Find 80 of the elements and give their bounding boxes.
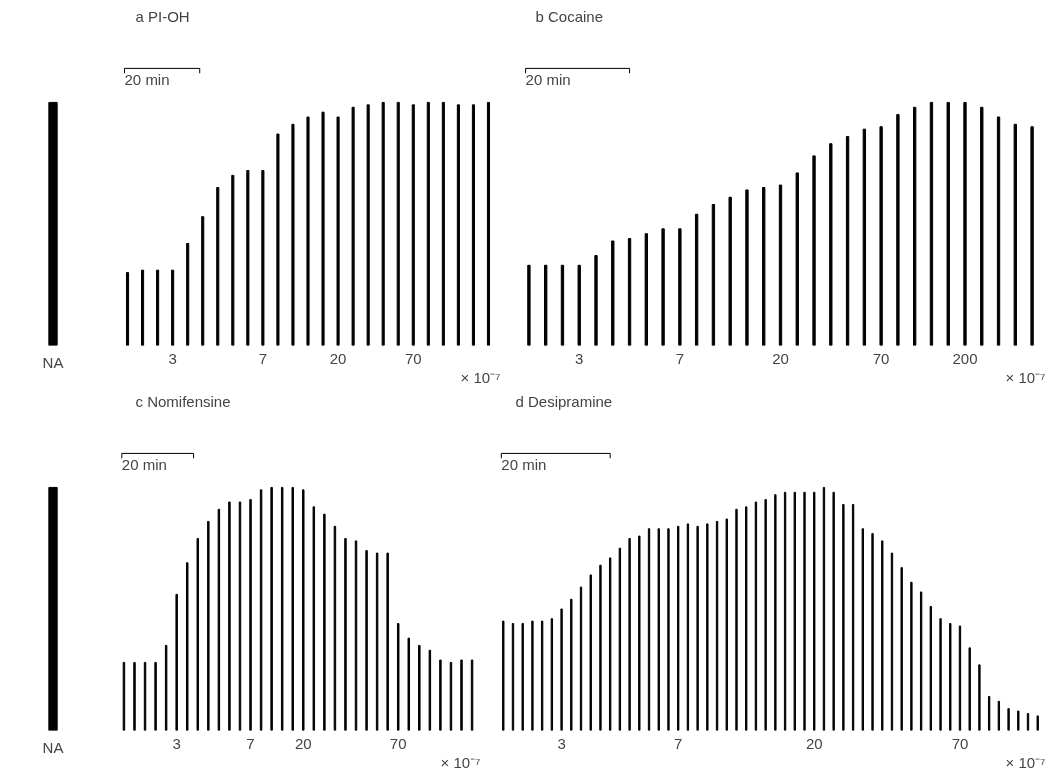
bar <box>441 101 445 346</box>
x-tick-label: 20 <box>805 734 823 752</box>
bar <box>156 269 160 346</box>
bar <box>594 255 598 346</box>
x-tick-label: 20 <box>329 349 347 367</box>
bar <box>351 106 355 346</box>
bar <box>778 184 783 346</box>
text: 20 min <box>501 455 547 473</box>
bar <box>125 272 130 346</box>
bar <box>471 104 475 346</box>
bar <box>336 116 340 346</box>
bar <box>141 269 145 346</box>
bar <box>661 228 665 346</box>
bar <box>186 242 190 346</box>
x-tick-label: 70 <box>872 349 890 367</box>
bar <box>246 169 250 346</box>
bar <box>996 116 1001 346</box>
bar <box>728 196 732 346</box>
x-axis-title: × 10⁻⁷ <box>1005 368 1046 386</box>
x-tick-label: NA <box>42 353 64 371</box>
x-tick-label: 70 <box>404 349 422 367</box>
x-tick-label: 7 <box>258 349 268 367</box>
bar <box>366 104 370 346</box>
bar <box>291 123 295 346</box>
bar <box>261 169 265 346</box>
bar <box>201 216 205 346</box>
x-tick-label: 70 <box>389 734 407 752</box>
chart-title: a PI-OH <box>135 7 190 25</box>
bar <box>486 101 491 346</box>
x-tick-label: 20 <box>772 349 789 367</box>
text: 20 min <box>121 455 167 473</box>
x-tick-label: 7 <box>246 734 255 752</box>
bar <box>381 101 385 346</box>
bar <box>321 111 325 346</box>
bar <box>276 133 280 346</box>
x-tick-label: 20 <box>294 734 312 752</box>
x-axis-title: × 10⁻⁷ <box>440 753 481 771</box>
x-tick-label: 3 <box>575 349 584 367</box>
bar <box>829 143 833 346</box>
bar <box>527 264 531 346</box>
bar <box>644 233 648 346</box>
bar <box>812 155 816 346</box>
bar <box>745 189 749 346</box>
bar <box>171 269 175 346</box>
x-tick-label: 3 <box>557 734 566 752</box>
x-tick-label: NA <box>42 738 64 756</box>
chart-title: b Cocaine <box>535 7 604 25</box>
x-tick-label: 7 <box>675 349 685 367</box>
bar <box>426 101 430 346</box>
bar <box>946 101 950 346</box>
bar <box>896 114 900 346</box>
bar <box>1030 126 1034 346</box>
bar <box>1013 123 1017 346</box>
bar <box>577 264 581 346</box>
bar <box>216 187 220 346</box>
bar <box>231 174 235 346</box>
bar <box>795 172 799 346</box>
bar <box>544 264 548 346</box>
bar <box>306 116 310 346</box>
x-tick-label: 200 <box>952 349 978 367</box>
bar <box>456 104 460 346</box>
bar <box>963 101 967 346</box>
bar <box>980 106 984 346</box>
text: 20 min <box>525 70 571 88</box>
bar <box>913 106 917 346</box>
bar <box>762 187 766 346</box>
x-tick-label: 7 <box>674 734 683 752</box>
x-axis-title: × 10⁻⁷ <box>460 368 501 386</box>
bar <box>611 240 615 346</box>
text: 20 min <box>124 70 170 88</box>
bar <box>879 126 883 346</box>
chart-title: c Nomifensine <box>135 392 231 410</box>
x-axis-title: × 10⁻⁷ <box>1005 753 1046 771</box>
bar <box>678 228 682 346</box>
bar <box>411 104 415 346</box>
bar <box>396 101 400 346</box>
x-tick-label: 70 <box>951 734 969 752</box>
x-tick-label: 3 <box>168 349 177 367</box>
x-tick-label: 3 <box>172 734 181 752</box>
chart-title: d Desipramine <box>515 392 613 410</box>
